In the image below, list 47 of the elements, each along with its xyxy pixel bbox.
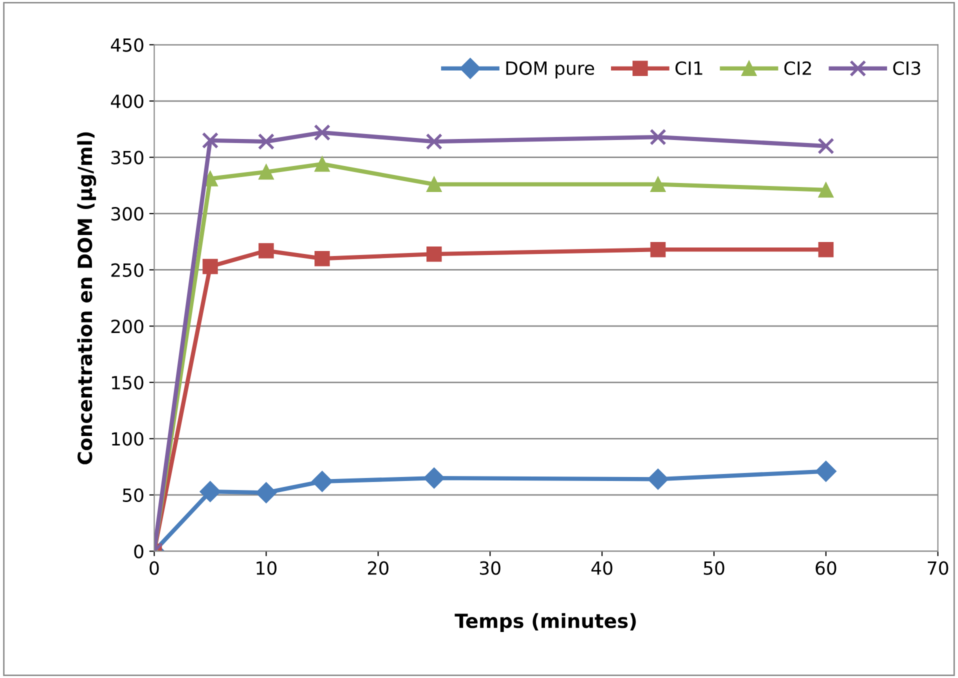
- point: [256, 482, 277, 504]
- x-tick-label: 60: [816, 561, 836, 575]
- y-tick-label: 250: [111, 263, 144, 277]
- point: [202, 258, 218, 274]
- point: [818, 182, 834, 198]
- x-tick-label: 70: [928, 561, 948, 575]
- y-tick-label: 150: [112, 376, 144, 390]
- point: [818, 138, 834, 154]
- point: [426, 176, 442, 192]
- point: [202, 132, 219, 149]
- point: [815, 460, 836, 482]
- point: [258, 133, 275, 150]
- point: [200, 481, 221, 502]
- point: [312, 470, 333, 492]
- x-tick-label: 10: [256, 561, 276, 575]
- y-tick-label: 0: [134, 544, 144, 558]
- point: [650, 128, 666, 146]
- x-tick-label: 50: [704, 561, 724, 575]
- point: [650, 176, 666, 192]
- x-tick-label: 40: [591, 561, 612, 575]
- y-axis-title: Concentration en DOM (µg/ml): [77, 132, 96, 464]
- y-tick-label: 450: [110, 38, 144, 52]
- y-tick-label: 350: [111, 150, 144, 164]
- x-axis-title: Temps (minutes): [454, 613, 636, 632]
- legend-label: CI1: [675, 61, 702, 75]
- legend-label: DOM pure: [506, 61, 594, 78]
- point: [314, 124, 330, 141]
- legend-label: CI3: [893, 61, 920, 75]
- point: [426, 133, 442, 150]
- x-tick-label: 0: [150, 561, 159, 575]
- point: [314, 250, 330, 266]
- point: [258, 164, 274, 180]
- point: [424, 468, 445, 489]
- y-tick-label: 50: [122, 488, 144, 502]
- point: [647, 468, 669, 490]
- point: [258, 243, 274, 258]
- point: [650, 242, 666, 258]
- point: [818, 242, 834, 258]
- x-tick-label: 30: [480, 561, 500, 575]
- point: [426, 246, 442, 262]
- y-tick-label: 100: [112, 432, 144, 446]
- y-tick-label: 200: [111, 320, 144, 334]
- point: [314, 156, 330, 172]
- y-tick-label: 400: [110, 94, 144, 108]
- y-tick-label: 300: [111, 207, 144, 221]
- legend-label: CI2: [784, 61, 811, 75]
- x-tick-label: 20: [368, 561, 388, 575]
